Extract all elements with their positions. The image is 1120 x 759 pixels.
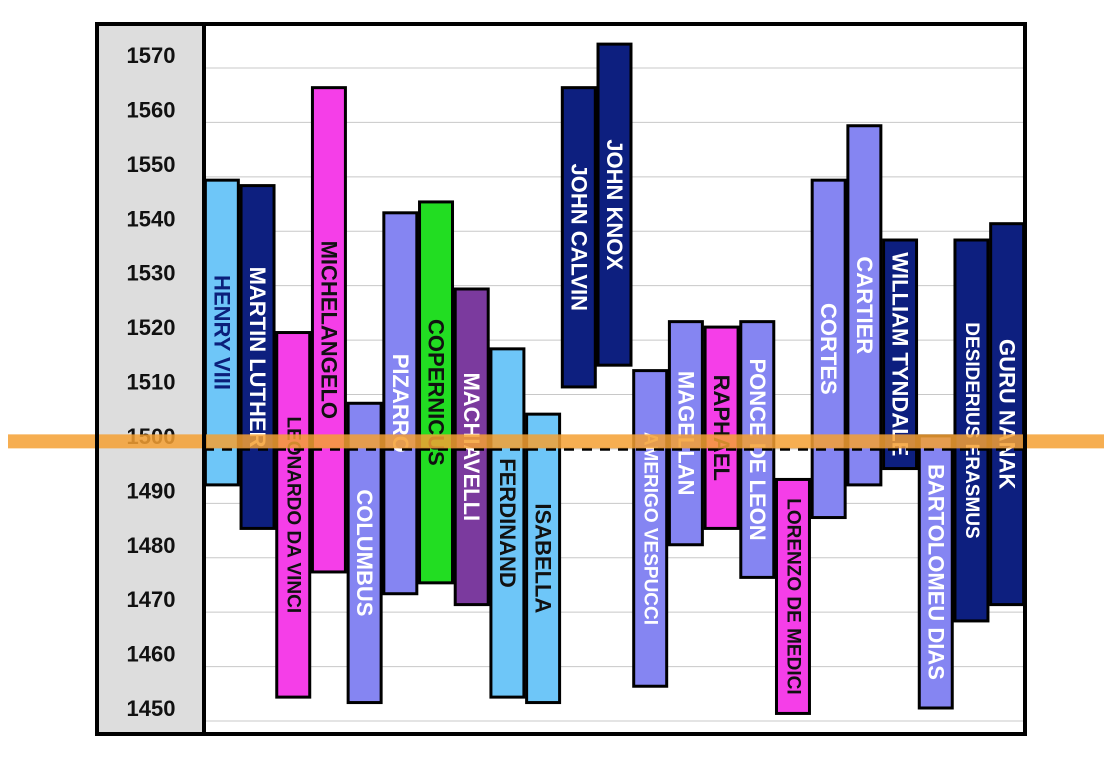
bar-rect-columbus (346, 401, 383, 705)
bar-rect-isabella (525, 412, 562, 705)
bar-guru-nanak: GURU NANAK (989, 222, 1026, 607)
bar-raphael: RAPHAEL (703, 325, 740, 530)
bar-desiderius-erasmus: DESIDERIUS ERASMUS (953, 238, 990, 623)
bar-rect-desiderius-erasmus (953, 238, 990, 623)
bar-label-henry-viii: HENRY VIII (209, 275, 234, 390)
bar-rect-bartolomeu-dias (917, 434, 954, 710)
bar-rect-martin-luther (239, 184, 276, 530)
bar-label-amerigo-vespucci: AMERIGO VESPUCCI (640, 432, 661, 625)
bar-rect-magellan (667, 320, 704, 547)
bar-label-bartolomeu-dias: BARTOLOMEU DIAS (923, 464, 948, 680)
bar-henry-viii: HENRY VIII (203, 178, 240, 487)
bar-label-isabella: ISABELLA (531, 503, 556, 613)
bar-label-cortes: CORTES (816, 303, 841, 395)
bar-rect-michelangelo (310, 86, 347, 574)
bar-rect-raphael (703, 325, 740, 530)
bar-magellan: MAGELLAN (667, 320, 704, 547)
bar-rect-leonardo-da-vinci (275, 331, 312, 699)
bar-john-calvin: JOHN CALVIN (560, 86, 597, 389)
y-tick-label-1570: 1570 (127, 43, 176, 68)
bar-label-lorenzo-de-medici: LORENZO DE MEDICI (782, 498, 803, 694)
bar-label-martin-luther: MARTIN LUTHER (245, 267, 270, 448)
bar-rect-william-tyndale (882, 238, 919, 471)
bar-copernicus: COPERNICUS (418, 200, 455, 585)
y-tick-label-1540: 1540 (127, 206, 176, 231)
bar-label-john-calvin: JOHN CALVIN (566, 164, 591, 312)
bar-rect-ferdinand (489, 347, 526, 699)
bar-rect-amerigo-vespucci (632, 369, 669, 688)
bar-cortes: CORTES (810, 178, 847, 520)
bar-label-magellan: MAGELLAN (673, 371, 698, 496)
bar-label-william-tyndale: WILLIAM TYNDALE (888, 252, 913, 456)
bar-rect-cortes (810, 178, 847, 520)
y-tick-label-1470: 1470 (127, 587, 176, 612)
bar-john-knox: JOHN KNOX (596, 42, 633, 367)
bar-label-cartier: CARTIER (852, 256, 877, 354)
plot-frame (95, 22, 1027, 736)
bar-rect-pizarro (382, 211, 419, 596)
y-tick-label-1530: 1530 (127, 261, 176, 286)
bar-rect-john-calvin (560, 86, 597, 389)
bar-label-columbus: COLUMBUS (352, 489, 377, 616)
bar-cartier: CARTIER (846, 124, 883, 487)
y-tick-label-1550: 1550 (127, 152, 176, 177)
bar-ferdinand: FERDINAND (489, 347, 526, 699)
y-tick-label-1510: 1510 (127, 370, 176, 395)
bar-rect-copernicus (418, 200, 455, 585)
bar-label-leonardo-da-vinci: LEONARDO DA VINCI (283, 416, 304, 613)
bar-columbus: COLUMBUS (346, 401, 383, 705)
bar-michelangelo: MICHELANGELO (310, 86, 347, 574)
y-tick-label-1490: 1490 (127, 478, 176, 503)
y-tick-label-1480: 1480 (127, 533, 176, 558)
bar-amerigo-vespucci: AMERIGO VESPUCCI (632, 369, 669, 688)
bar-pizarro: PIZARRO (382, 211, 419, 596)
y-tick-label-1520: 1520 (127, 315, 176, 340)
bar-label-desiderius-erasmus: DESIDERIUS ERASMUS (961, 322, 982, 538)
bar-rect-john-knox (596, 42, 633, 367)
bar-label-guru-nanak: GURU NANAK (995, 339, 1020, 489)
bar-isabella: ISABELLA (525, 412, 562, 705)
bar-martin-luther: MARTIN LUTHER (239, 184, 276, 530)
bar-label-raphael: RAPHAEL (709, 375, 734, 481)
bar-label-michelangelo: MICHELANGELO (316, 241, 341, 419)
bar-label-ferdinand: FERDINAND (495, 458, 520, 588)
bar-bartolomeu-dias: BARTOLOMEU DIAS (917, 434, 954, 710)
bar-label-john-knox: JOHN KNOX (602, 139, 627, 270)
y-tick-label-1460: 1460 (127, 642, 176, 667)
y-tick-label-1560: 1560 (127, 97, 176, 122)
bar-leonardo-da-vinci: LEONARDO DA VINCI (275, 331, 312, 699)
bar-william-tyndale: WILLIAM TYNDALE (882, 238, 919, 471)
bar-lorenzo-de-medici: LORENZO DE MEDICI (774, 477, 811, 715)
y-axis-panel (97, 24, 204, 734)
bar-rect-lorenzo-de-medici (774, 477, 811, 715)
y-tick-label-1450: 1450 (127, 696, 176, 721)
bar-rect-cartier (846, 124, 883, 487)
